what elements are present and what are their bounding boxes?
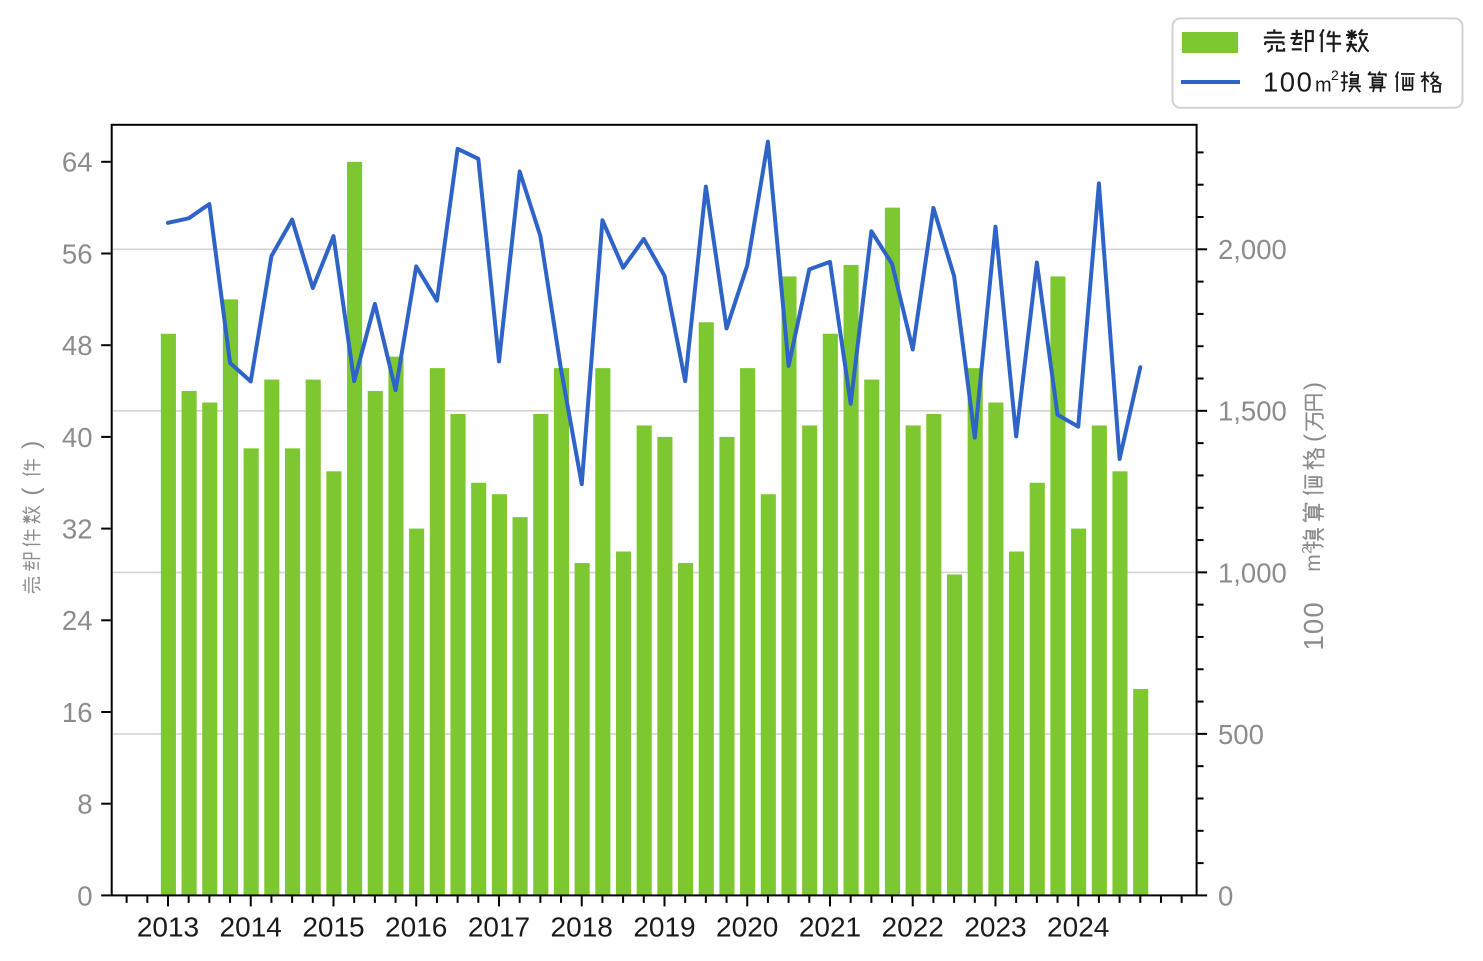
svg-text:32: 32 bbox=[62, 514, 93, 545]
svg-text:2,000: 2,000 bbox=[1218, 234, 1287, 265]
svg-text:500: 500 bbox=[1218, 719, 1264, 750]
svg-text:2013: 2013 bbox=[137, 912, 199, 943]
svg-text:56: 56 bbox=[62, 238, 93, 269]
svg-text:m: m bbox=[1315, 75, 1332, 97]
svg-text:2: 2 bbox=[1331, 67, 1339, 83]
svg-text:2: 2 bbox=[1299, 546, 1315, 554]
svg-text:0: 0 bbox=[77, 880, 92, 911]
svg-text:): ) bbox=[1300, 382, 1327, 390]
svg-text:(: ( bbox=[18, 488, 45, 496]
svg-text:1,500: 1,500 bbox=[1218, 396, 1287, 427]
svg-text:100: 100 bbox=[1263, 67, 1313, 98]
svg-text:2016: 2016 bbox=[385, 912, 447, 943]
svg-text:): ) bbox=[18, 441, 45, 449]
svg-text:48: 48 bbox=[62, 330, 93, 361]
svg-text:2020: 2020 bbox=[716, 912, 778, 943]
svg-text:0: 0 bbox=[1218, 880, 1233, 911]
svg-text:2014: 2014 bbox=[220, 912, 282, 943]
svg-text:64: 64 bbox=[62, 147, 93, 178]
svg-text:2015: 2015 bbox=[302, 912, 364, 943]
svg-text:2019: 2019 bbox=[633, 912, 695, 943]
svg-text:1,000: 1,000 bbox=[1218, 557, 1287, 588]
svg-text:16: 16 bbox=[62, 697, 93, 728]
svg-text:0: 0 bbox=[1298, 619, 1329, 634]
svg-text:1: 1 bbox=[1298, 635, 1329, 650]
svg-text:m: m bbox=[1302, 554, 1325, 572]
svg-text:2017: 2017 bbox=[468, 912, 530, 943]
svg-text:2018: 2018 bbox=[551, 912, 613, 943]
svg-text:8: 8 bbox=[77, 789, 92, 820]
svg-text:2021: 2021 bbox=[799, 912, 861, 943]
svg-text:24: 24 bbox=[62, 605, 93, 636]
svg-text:40: 40 bbox=[62, 422, 93, 453]
svg-text:2023: 2023 bbox=[964, 912, 1026, 943]
svg-text:0: 0 bbox=[1298, 602, 1329, 617]
svg-text:(: ( bbox=[1300, 434, 1327, 442]
svg-text:2024: 2024 bbox=[1047, 912, 1109, 943]
svg-text:2022: 2022 bbox=[882, 912, 944, 943]
